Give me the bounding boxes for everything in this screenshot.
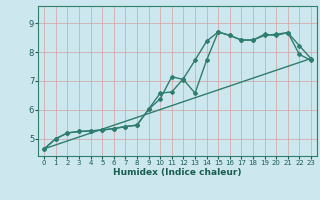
X-axis label: Humidex (Indice chaleur): Humidex (Indice chaleur) <box>113 168 242 177</box>
